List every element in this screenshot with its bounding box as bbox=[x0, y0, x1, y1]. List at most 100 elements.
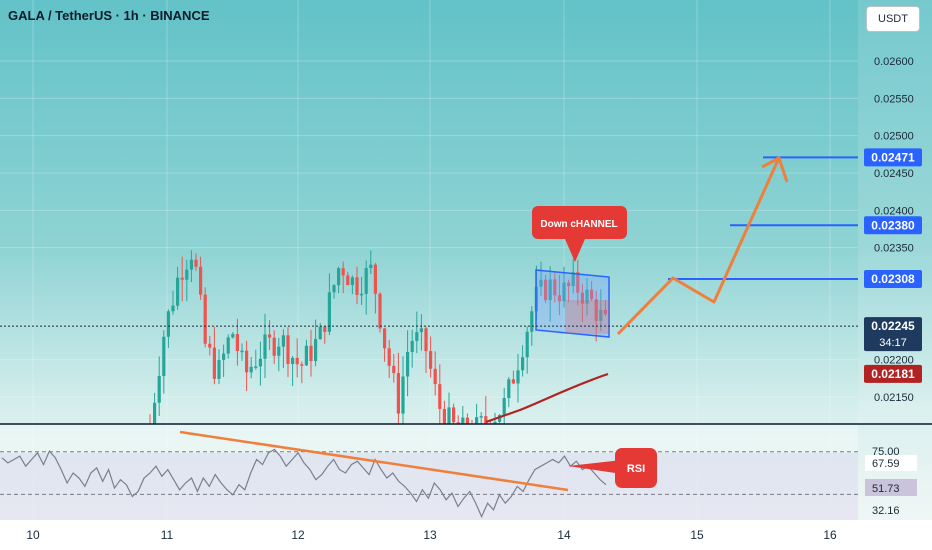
rsi-tick-label: 32.16 bbox=[872, 505, 900, 517]
callout-label: Down cHANNEL bbox=[540, 219, 617, 230]
x-tick-label: 11 bbox=[161, 528, 174, 542]
candle-body bbox=[544, 279, 548, 301]
rsi-callout-box bbox=[615, 448, 657, 488]
candle-body bbox=[429, 351, 433, 369]
candle-body bbox=[571, 272, 575, 287]
rsi-trendline bbox=[179, 430, 569, 492]
rsi-current-box bbox=[865, 479, 917, 496]
candle-body bbox=[562, 282, 566, 302]
candle-body bbox=[337, 268, 341, 286]
rsi-callout-label: RSI bbox=[627, 463, 645, 475]
candle-body bbox=[226, 337, 230, 354]
price-label-box bbox=[864, 148, 922, 167]
candle-body bbox=[185, 269, 189, 280]
rsi-callout: RSI bbox=[568, 448, 657, 488]
candle-body bbox=[235, 334, 239, 352]
x-tick-label: 12 bbox=[291, 528, 305, 542]
candle-body bbox=[327, 292, 331, 332]
candle-body bbox=[373, 264, 377, 294]
candle-body bbox=[415, 332, 419, 341]
price-label-0.02308: 0.02308 bbox=[864, 270, 922, 289]
candle-body bbox=[194, 259, 198, 267]
candle-body bbox=[162, 336, 166, 377]
candle-body bbox=[378, 293, 382, 329]
candle-body bbox=[461, 417, 465, 424]
countdown-text: 34:17 bbox=[879, 337, 907, 349]
candle-body bbox=[263, 334, 267, 359]
rsi-band bbox=[0, 452, 858, 520]
candle-body bbox=[180, 277, 184, 280]
candle-body bbox=[576, 272, 580, 293]
candle-body bbox=[511, 379, 515, 384]
candle-body bbox=[433, 368, 437, 385]
candle-body bbox=[406, 351, 410, 377]
candle-body bbox=[530, 311, 534, 332]
candle-body bbox=[387, 348, 391, 366]
candle-body bbox=[599, 309, 603, 321]
y-tick-label: 0.02600 bbox=[874, 56, 914, 68]
price-label-text: 0.02471 bbox=[871, 150, 915, 164]
candle-body bbox=[507, 379, 511, 399]
y-tick-label: 0.02500 bbox=[874, 131, 914, 143]
symbol-title: GALA / TetherUS · 1h · BINANCE bbox=[8, 8, 210, 23]
rsi-current-label: 51.73 bbox=[872, 483, 900, 495]
candle-body bbox=[272, 337, 276, 356]
candle-body bbox=[401, 376, 405, 414]
candle-body bbox=[603, 309, 607, 315]
candle-body bbox=[539, 279, 543, 287]
candle-body bbox=[383, 328, 387, 349]
candle-body bbox=[585, 289, 589, 304]
candle-body bbox=[447, 407, 451, 424]
y-tick-label: 0.02150 bbox=[874, 392, 914, 404]
price-label-text: 0.02308 bbox=[871, 272, 915, 286]
candle-body bbox=[217, 359, 221, 379]
callout-pointer bbox=[565, 239, 585, 262]
candle-body bbox=[249, 366, 253, 373]
candle-body bbox=[516, 370, 520, 384]
candle-body bbox=[268, 334, 272, 338]
candle-body bbox=[208, 343, 212, 348]
candle-body bbox=[475, 417, 479, 424]
candle-body bbox=[557, 295, 561, 302]
candle-body bbox=[176, 277, 180, 306]
x-tick-label: 10 bbox=[26, 528, 40, 542]
candle-body bbox=[424, 328, 428, 352]
channel-shade bbox=[565, 300, 609, 334]
price-label-text: 0.02245 bbox=[871, 319, 915, 333]
rsi-tick-label: 67.59 bbox=[872, 458, 900, 470]
candle-body bbox=[567, 282, 571, 287]
candle-body bbox=[323, 326, 327, 332]
currency-button[interactable]: USDT bbox=[866, 6, 920, 32]
candle-body bbox=[341, 268, 345, 276]
price-label-0.02471: 0.02471 bbox=[864, 148, 922, 167]
down-channel-box bbox=[535, 269, 610, 338]
candle-body bbox=[479, 416, 483, 418]
candle-body bbox=[364, 268, 368, 294]
projection-arrow bbox=[616, 159, 780, 336]
candle-body bbox=[222, 353, 226, 360]
candle-body bbox=[277, 346, 281, 356]
candle-body bbox=[525, 331, 529, 358]
candle-body bbox=[360, 293, 364, 296]
candle-body bbox=[240, 350, 244, 353]
time-axis bbox=[0, 520, 932, 550]
candle-body bbox=[332, 285, 336, 293]
x-tick-label: 15 bbox=[690, 528, 704, 542]
candle-body bbox=[502, 398, 506, 415]
candle-body bbox=[309, 345, 313, 362]
candle-body bbox=[291, 357, 295, 364]
x-tick-label: 14 bbox=[557, 528, 571, 542]
candle-body bbox=[245, 350, 249, 373]
moving-average-line bbox=[485, 372, 609, 424]
y-tick-label: 0.02350 bbox=[874, 243, 914, 255]
candle-body bbox=[369, 264, 373, 269]
candle-body bbox=[189, 259, 193, 270]
candle-body bbox=[258, 358, 262, 367]
x-tick-label: 16 bbox=[823, 528, 837, 542]
candle-body bbox=[157, 376, 161, 403]
candle-body bbox=[231, 334, 235, 338]
candle-body bbox=[452, 407, 456, 423]
price-label-text: 0.02380 bbox=[871, 218, 915, 232]
